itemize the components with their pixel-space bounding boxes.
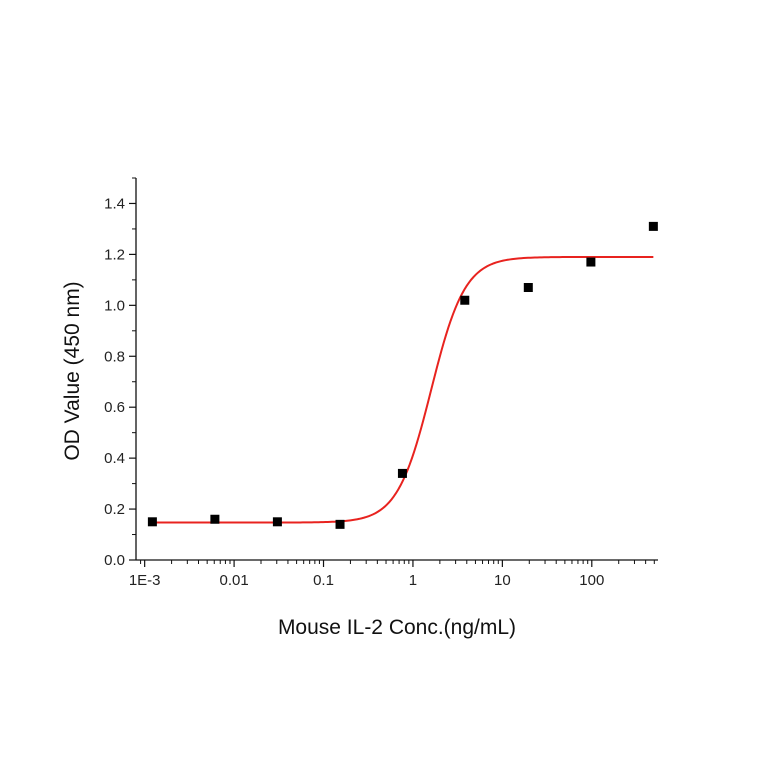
fit-curve-layer xyxy=(152,255,654,524)
y-tick-label: 0.2 xyxy=(104,501,125,518)
y-tick-label: 0.0 xyxy=(104,552,125,569)
x-axis-title: Mouse IL-2 Conc.(ng/mL) xyxy=(278,616,516,639)
fit-curve-line xyxy=(152,255,654,524)
x-tick-label: 0.01 xyxy=(219,572,248,589)
data-points xyxy=(147,221,658,529)
axes xyxy=(135,178,658,561)
data-point xyxy=(397,468,407,478)
y-tick-label: 1.4 xyxy=(104,195,125,212)
data-point xyxy=(272,517,282,527)
data-point xyxy=(460,295,470,305)
data-point xyxy=(335,519,345,529)
y-tick-label: 1.2 xyxy=(104,246,125,263)
x-tick-label: 100 xyxy=(579,572,604,589)
y-tick-label: 1.0 xyxy=(104,297,125,314)
x-tick-label: 0.1 xyxy=(313,572,334,589)
data-point xyxy=(210,514,220,524)
y-tick-label: 0.4 xyxy=(104,450,125,467)
x-tick-label: 1E-3 xyxy=(129,572,161,589)
y-ticks: 0.0 0.2 0.4 0.6 0.8 1.0 1.2 1.4 xyxy=(104,177,136,569)
data-point xyxy=(147,517,157,527)
x-tick-label: 10 xyxy=(494,572,511,589)
data-point xyxy=(648,221,658,231)
y-tick-label: 0.8 xyxy=(104,348,125,365)
y-tick-label: 0.6 xyxy=(104,399,125,416)
data-point xyxy=(523,283,533,293)
x-tick-label: 1 xyxy=(409,572,417,589)
x-ticks: 1E-3 0.01 0.1 1 10 100 xyxy=(129,560,655,589)
y-axis-title: OD Value (450 nm) xyxy=(61,281,84,460)
data-point xyxy=(586,257,596,267)
